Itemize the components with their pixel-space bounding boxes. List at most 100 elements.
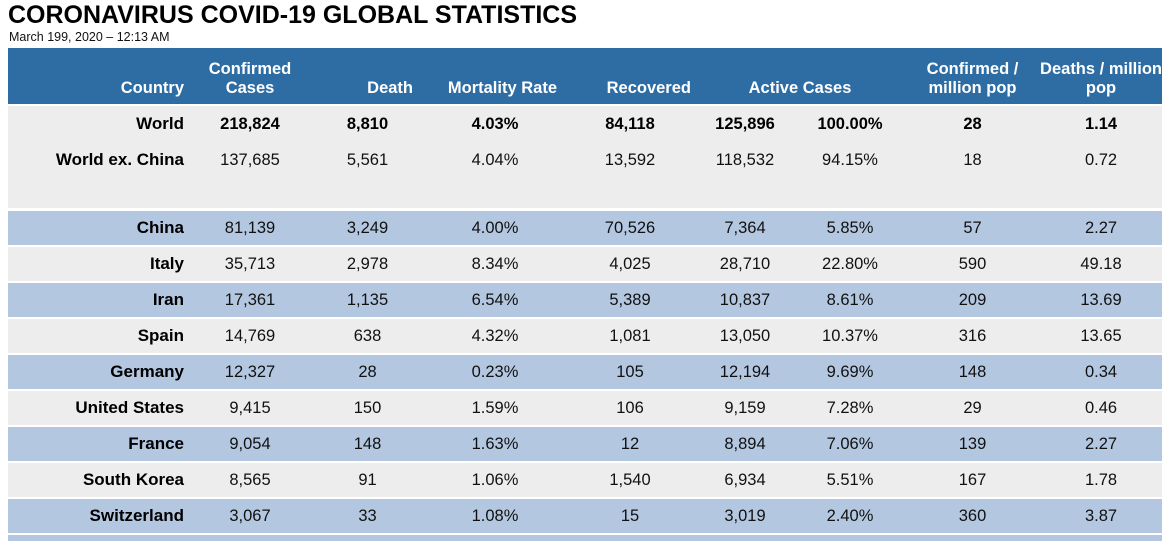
active-pct-cell: 7.28%: [795, 390, 906, 426]
summary-section: World 218,824 8,810 4.03% 84,118 125,896…: [8, 105, 1163, 210]
confirmed-cell: 218,824: [190, 105, 310, 142]
active-cases-cell: 3,019: [695, 498, 795, 533]
header-row: Country Confirmed Cases Death Mortality …: [8, 48, 1163, 105]
active-pct-cell: 94.15%: [795, 142, 906, 178]
active-pct-cell: 7.06%: [795, 426, 906, 462]
death-cell: 1,135: [310, 282, 425, 318]
confirmed-cell: 35,713: [190, 246, 310, 282]
recovered-cell: 106: [565, 390, 695, 426]
confirmed-per-million-cell: 209: [905, 282, 1041, 318]
deaths-per-million-cell: 13.69: [1040, 282, 1163, 318]
mortality-cell: 1.59%: [425, 390, 565, 426]
deaths-per-million-cell: 1.14: [1040, 105, 1163, 142]
confirmed-per-million-cell: 148: [905, 354, 1041, 390]
covid-stats-page: CORONAVIRUS COVID-19 GLOBAL STATISTICS M…: [8, 1, 1163, 541]
col-header-active-cases: Active Cases: [695, 48, 906, 105]
death-cell: 91: [310, 462, 425, 498]
country-name-cell: World ex. China: [8, 142, 190, 178]
spacer-row: [8, 178, 1163, 210]
confirmed-cell: 14,769: [190, 318, 310, 354]
country-name-cell: United States: [8, 390, 190, 426]
confirmed-per-million-cell: 29: [905, 390, 1041, 426]
mortality-cell: 4.04%: [425, 142, 565, 178]
confirmed-cell: 17,361: [190, 282, 310, 318]
partial-next-row-strip: [8, 535, 1162, 541]
recovered-cell: 1,081: [565, 318, 695, 354]
country-name-cell: World: [8, 105, 190, 142]
death-cell: 3,249: [310, 209, 425, 246]
confirmed-cell: 9,054: [190, 426, 310, 462]
country-name-cell: Italy: [8, 246, 190, 282]
active-pct-cell: 100.00%: [795, 105, 906, 142]
col-header-mortality-rate: Mortality Rate: [425, 48, 565, 105]
mortality-cell: 8.34%: [425, 246, 565, 282]
death-cell: 8,810: [310, 105, 425, 142]
col-header-country: Country: [8, 48, 190, 105]
recovered-cell: 84,118: [565, 105, 695, 142]
country-name-cell: Germany: [8, 354, 190, 390]
country-name-cell: Iran: [8, 282, 190, 318]
spacer-cell: [8, 178, 1163, 210]
recovered-cell: 1,540: [565, 462, 695, 498]
confirmed-per-million-cell: 57: [905, 209, 1041, 246]
death-cell: 33: [310, 498, 425, 533]
recovered-cell: 105: [565, 354, 695, 390]
confirmed-per-million-cell: 139: [905, 426, 1041, 462]
country-name-cell: South Korea: [8, 462, 190, 498]
confirmed-per-million-cell: 18: [905, 142, 1041, 178]
mortality-cell: 4.03%: [425, 105, 565, 142]
col-header-confirmed-per-million: Confirmed / million pop: [905, 48, 1041, 105]
col-header-death: Death: [310, 48, 425, 105]
active-cases-cell: 9,159: [695, 390, 795, 426]
mortality-cell: 4.32%: [425, 318, 565, 354]
table-row-china: China 81,139 3,249 4.00% 70,526 7,364 5.…: [8, 209, 1163, 246]
stats-table: Country Confirmed Cases Death Mortality …: [8, 48, 1163, 533]
confirmed-per-million-cell: 28: [905, 105, 1041, 142]
deaths-per-million-cell: 3.87: [1040, 498, 1163, 533]
confirmed-cell: 3,067: [190, 498, 310, 533]
deaths-per-million-cell: 1.78: [1040, 462, 1163, 498]
active-cases-cell: 118,532: [695, 142, 795, 178]
active-cases-cell: 13,050: [695, 318, 795, 354]
mortality-cell: 1.06%: [425, 462, 565, 498]
active-pct-cell: 5.85%: [795, 209, 906, 246]
active-cases-cell: 28,710: [695, 246, 795, 282]
recovered-cell: 70,526: [565, 209, 695, 246]
countries-section: China 81,139 3,249 4.00% 70,526 7,364 5.…: [8, 209, 1163, 533]
active-pct-cell: 5.51%: [795, 462, 906, 498]
deaths-per-million-cell: 49.18: [1040, 246, 1163, 282]
death-cell: 150: [310, 390, 425, 426]
deaths-per-million-cell: 0.46: [1040, 390, 1163, 426]
deaths-per-million-cell: 13.65: [1040, 318, 1163, 354]
mortality-cell: 0.23%: [425, 354, 565, 390]
death-cell: 2,978: [310, 246, 425, 282]
recovered-cell: 15: [565, 498, 695, 533]
deaths-per-million-cell: 2.27: [1040, 426, 1163, 462]
table-row-switzerland: Switzerland 3,067 33 1.08% 15 3,019 2.40…: [8, 498, 1163, 533]
confirmed-per-million-cell: 360: [905, 498, 1041, 533]
table-row-spain: Spain 14,769 638 4.32% 1,081 13,050 10.3…: [8, 318, 1163, 354]
active-pct-cell: 10.37%: [795, 318, 906, 354]
active-cases-cell: 10,837: [695, 282, 795, 318]
confirmed-per-million-cell: 590: [905, 246, 1041, 282]
country-name-cell: France: [8, 426, 190, 462]
deaths-per-million-cell: 0.34: [1040, 354, 1163, 390]
death-cell: 5,561: [310, 142, 425, 178]
active-pct-cell: 2.40%: [795, 498, 906, 533]
confirmed-cell: 8,565: [190, 462, 310, 498]
mortality-cell: 6.54%: [425, 282, 565, 318]
recovered-cell: 13,592: [565, 142, 695, 178]
confirmed-cell: 81,139: [190, 209, 310, 246]
death-cell: 148: [310, 426, 425, 462]
confirmed-cell: 137,685: [190, 142, 310, 178]
active-cases-cell: 6,934: [695, 462, 795, 498]
active-cases-cell: 12,194: [695, 354, 795, 390]
active-cases-cell: 7,364: [695, 209, 795, 246]
col-header-confirmed-cases: Confirmed Cases: [190, 48, 310, 105]
summary-row-world: World 218,824 8,810 4.03% 84,118 125,896…: [8, 105, 1163, 142]
table-row-italy: Italy 35,713 2,978 8.34% 4,025 28,710 22…: [8, 246, 1163, 282]
active-cases-cell: 125,896: [695, 105, 795, 142]
country-name-cell: Switzerland: [8, 498, 190, 533]
summary-row-world-ex-china: World ex. China 137,685 5,561 4.04% 13,5…: [8, 142, 1163, 178]
recovered-cell: 12: [565, 426, 695, 462]
